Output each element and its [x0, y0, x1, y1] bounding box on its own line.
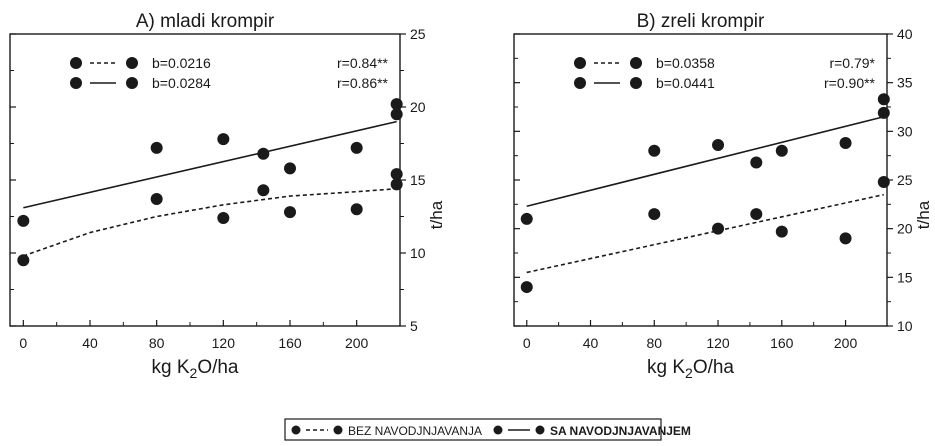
- panel-a: A) mladi krompir 0 40 80 120 160 200 5 10 15 20 25 k…: [9, 11, 446, 381]
- y-tick-label: 10: [410, 245, 426, 261]
- data-point: [390, 98, 403, 111]
- data-point: [520, 212, 533, 225]
- y-tick-label: 15: [897, 269, 913, 285]
- y-tick-label: 5: [410, 318, 418, 334]
- chart-title: B) zreli krompir: [637, 11, 765, 32]
- legend-marker: [333, 425, 343, 435]
- data-point: [839, 137, 852, 150]
- data-point: [877, 175, 890, 188]
- fit-line: [23, 120, 397, 209]
- data-point: [17, 254, 30, 267]
- x-axis-label: kg K2O/ha: [647, 357, 734, 381]
- x-tick-label: 200: [345, 335, 369, 351]
- fit-line: [526, 193, 884, 274]
- data-point: [257, 147, 270, 160]
- y-tick-label: 20: [897, 221, 913, 237]
- data-point: [17, 214, 30, 227]
- data-point: [257, 184, 270, 197]
- legend-label: BEZ NAVODJNJAVANJA: [348, 424, 482, 438]
- data-point: [520, 281, 533, 294]
- legend-marker: [574, 77, 586, 89]
- fit-line: [23, 187, 397, 257]
- x-tick-label: 40: [82, 335, 98, 351]
- slope-label: b=0.0358: [656, 55, 715, 71]
- data-point: [284, 162, 296, 175]
- chart-title: A) mladi krompir: [136, 11, 275, 32]
- x-tick-label: 40: [583, 335, 599, 351]
- slope-label: b=0.0284: [152, 75, 211, 91]
- data-point: [284, 206, 296, 219]
- y-tick-label: 25: [897, 172, 913, 188]
- legend-marker: [493, 425, 503, 435]
- data-point: [839, 232, 852, 245]
- data-point: [217, 211, 230, 224]
- data-point: [217, 133, 230, 146]
- data-point: [877, 106, 890, 119]
- data-point: [712, 222, 725, 235]
- y-tick-label: 15: [410, 172, 426, 188]
- data-point: [150, 192, 163, 205]
- data-point: [877, 93, 890, 106]
- x-tick-label: 160: [770, 335, 794, 351]
- y-tick-label: 40: [897, 26, 913, 42]
- legend-marker: [574, 57, 586, 69]
- x-tick-label: 80: [646, 335, 662, 351]
- legend-marker: [535, 425, 545, 435]
- y-axis-label: t/ha: [914, 200, 933, 229]
- data-point: [390, 178, 403, 191]
- r-label: r=0.86**: [337, 75, 389, 91]
- data-point: [350, 203, 363, 216]
- data-point: [350, 141, 363, 154]
- data-point: [648, 144, 661, 157]
- x-tick-label: 120: [212, 335, 236, 351]
- legend-marker: [126, 77, 138, 89]
- r-label: r=0.84**: [337, 55, 389, 71]
- slope-label: b=0.0216: [152, 55, 211, 71]
- x-tick-label: 80: [149, 335, 165, 351]
- data-point: [648, 208, 661, 221]
- data-point: [750, 156, 763, 169]
- r-label: r=0.90**: [824, 75, 876, 91]
- legend-marker: [291, 425, 301, 435]
- panel-b: B) zreli krompir 0 40 80 120 160 200 10 15 20 25 30…: [513, 11, 933, 381]
- legend: BEZ NAVODJNJAVANJA SA NAVODJNJAVANJEM: [284, 418, 691, 441]
- y-tick-label: 30: [897, 123, 913, 139]
- legend-marker: [630, 57, 642, 69]
- y-axis-label: t/ha: [427, 200, 446, 229]
- data-point: [712, 138, 725, 151]
- legend-label: SA NAVODJNJAVANJEM: [550, 424, 691, 438]
- data-point: [750, 208, 763, 221]
- x-tick-label: 160: [278, 335, 302, 351]
- data-point: [390, 108, 403, 121]
- data-point: [150, 141, 163, 154]
- x-tick-label: 0: [19, 335, 27, 351]
- legend-marker: [70, 77, 82, 89]
- y-tick-label: 10: [897, 318, 913, 334]
- data-point: [390, 168, 403, 181]
- x-axis-label: kg K2O/ha: [151, 357, 238, 381]
- legend-marker: [70, 57, 82, 69]
- x-tick-label: 120: [706, 335, 730, 351]
- x-tick-label: 0: [523, 335, 531, 351]
- data-point: [775, 144, 788, 157]
- y-tick-label: 20: [410, 99, 426, 115]
- x-tick-label: 200: [834, 335, 858, 351]
- y-tick-label: 25: [410, 26, 426, 42]
- legend-marker: [126, 57, 138, 69]
- legend-marker: [630, 77, 642, 89]
- fit-line: [526, 115, 885, 208]
- r-label: r=0.79*: [829, 55, 875, 71]
- slope-label: b=0.0441: [656, 75, 715, 91]
- legend-box: [284, 418, 662, 441]
- data-point: [775, 225, 788, 238]
- y-tick-label: 35: [897, 75, 913, 91]
